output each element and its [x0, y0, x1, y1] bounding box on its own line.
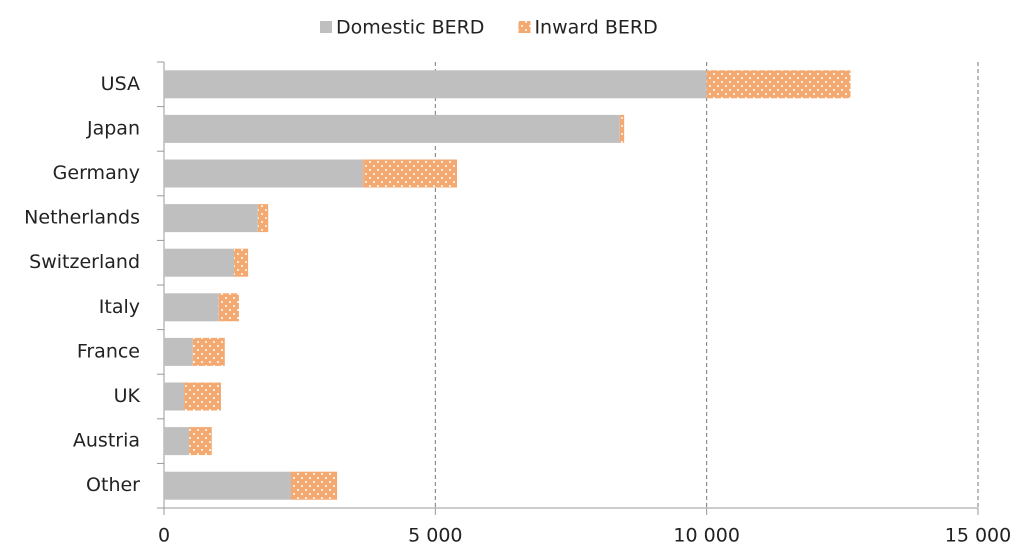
bar-segment — [164, 293, 219, 322]
bar-segment — [706, 70, 851, 99]
legend-label: Inward BERD — [534, 17, 657, 39]
bar-segment — [164, 159, 364, 188]
bar-segment — [619, 114, 625, 143]
bar-segment — [218, 293, 239, 322]
bar-segment — [164, 70, 707, 99]
bar-segment — [164, 114, 620, 143]
bar-segment — [363, 159, 458, 188]
y-tick-label: Germany — [53, 162, 140, 184]
bar-segment — [164, 382, 185, 411]
bar-segment — [188, 427, 212, 456]
y-tick-label: Netherlands — [24, 207, 140, 229]
bar-segment — [164, 337, 193, 366]
legend-swatch — [518, 21, 531, 33]
bar-segment — [164, 248, 235, 277]
y-tick-label: Italy — [99, 296, 140, 318]
x-tick-label: 10 000 — [673, 525, 739, 547]
x-tick-label: 5 000 — [408, 525, 462, 547]
y-tick-label: UK — [114, 385, 141, 407]
bar-segment — [192, 337, 225, 366]
y-tick-label: USA — [101, 73, 140, 95]
bar-segment — [234, 248, 249, 277]
y-tick-label: Other — [86, 474, 140, 496]
bar-segment — [290, 471, 338, 500]
legend-label: Domestic BERD — [336, 17, 484, 39]
bar-segment — [164, 204, 258, 233]
legend-swatch — [320, 21, 332, 33]
bar-segment — [184, 382, 221, 411]
bar-segment — [257, 204, 269, 233]
y-tick-label: Japan — [86, 117, 140, 139]
x-tick-label: 15 000 — [945, 525, 1011, 547]
bar-segment — [164, 471, 291, 500]
bar-segment — [164, 427, 189, 456]
x-tick-label: 0 — [158, 525, 170, 547]
y-tick-label: Austria — [73, 430, 140, 452]
y-tick-label: Switzerland — [29, 251, 140, 273]
y-tick-label: France — [77, 340, 140, 362]
